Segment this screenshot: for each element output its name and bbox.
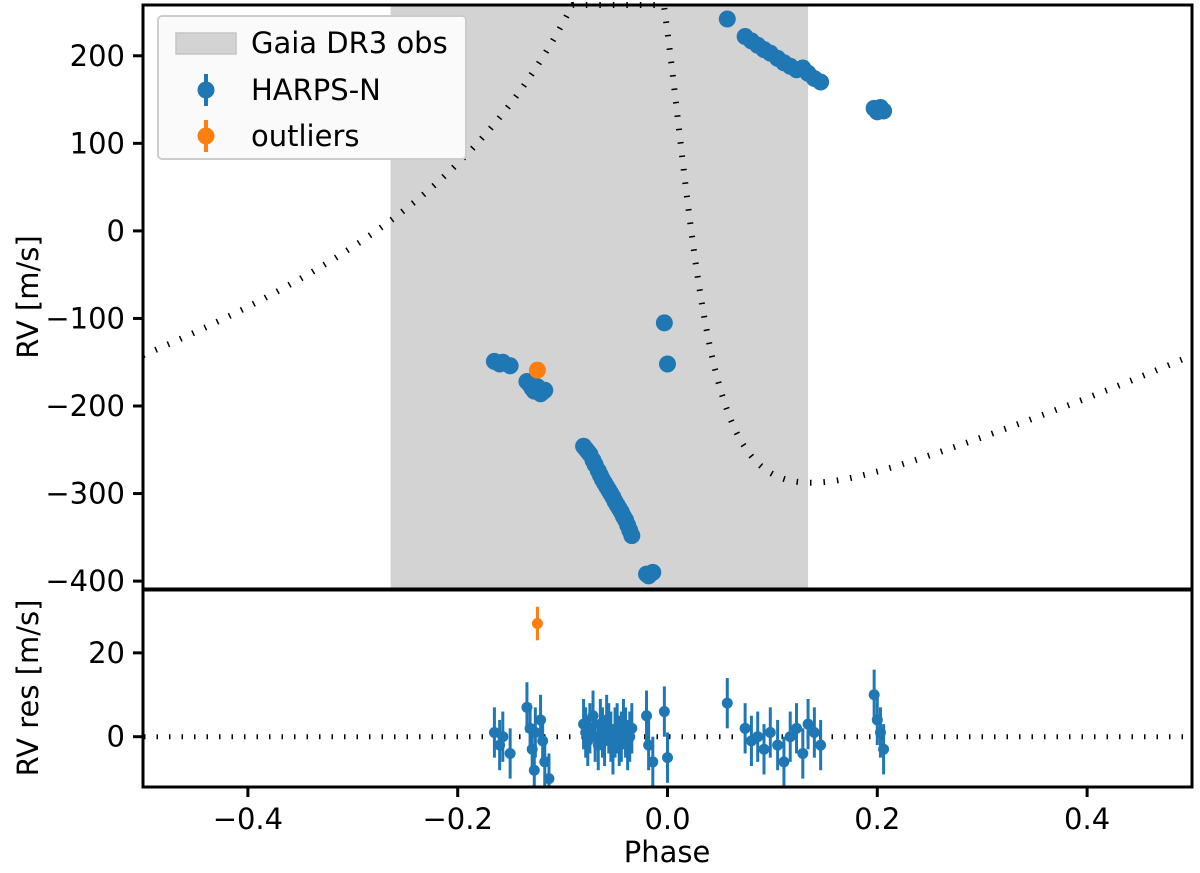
data-point — [875, 102, 892, 119]
legend-swatch-shaded-region — [176, 33, 236, 54]
legend-marker-harps-n — [198, 82, 215, 99]
data-point — [722, 698, 733, 709]
legend-label-gaia-dr3-obs: Gaia DR3 obs — [251, 26, 448, 60]
legend-label-harps-n: HARPS-N — [251, 73, 381, 107]
rv-panel-y-axis-label: RV [m/s] — [11, 235, 45, 358]
data-point — [647, 756, 658, 767]
y-tick-label: −200 — [45, 389, 125, 423]
residual-data-points — [489, 607, 889, 787]
data-point — [502, 357, 519, 374]
legend[interactable]: Gaia DR3 obs HARPS-N outliers — [158, 16, 466, 159]
y-tick-label: 20 — [88, 636, 125, 670]
data-point — [778, 756, 789, 767]
data-point — [529, 362, 546, 379]
data-point — [659, 355, 676, 372]
data-point — [719, 11, 736, 28]
series-harps-n — [489, 670, 889, 787]
x-tick-label: 0.2 — [854, 802, 900, 836]
plot-canvas: 200 100 0 −100 −200 −300 −400 20 0 −0.4 −0.2 0.0 0… — [0, 0, 1200, 873]
x-axis-ticks: −0.4 −0.2 0.0 0.2 0.4 — [213, 787, 1110, 836]
y-tick-label: 0 — [107, 720, 125, 754]
series-outliers — [529, 362, 546, 379]
data-point — [626, 723, 637, 734]
data-point — [791, 723, 802, 734]
data-point — [765, 727, 776, 738]
y-tick-label: 200 — [70, 39, 125, 73]
x-tick-label: −0.4 — [213, 802, 283, 836]
x-tick-label: 0.4 — [1064, 802, 1110, 836]
data-point — [588, 710, 599, 721]
legend-marker-outliers — [198, 128, 215, 145]
data-point — [623, 527, 640, 544]
data-point — [812, 74, 829, 91]
rv-panel-y-ticks: 200 100 0 −100 −200 −300 −400 — [45, 39, 143, 598]
data-point — [659, 706, 670, 717]
data-point — [809, 727, 820, 738]
y-tick-label: 0 — [107, 214, 125, 248]
x-tick-label: 0.0 — [644, 802, 690, 836]
data-point — [641, 710, 652, 721]
y-tick-label: −300 — [45, 477, 125, 511]
rv-phase-figure: 200 100 0 −100 −200 −300 −400 20 0 −0.4 −0.2 0.0 0… — [0, 0, 1200, 873]
data-point — [543, 773, 554, 784]
series-outliers — [532, 607, 543, 641]
x-tick-label: −0.2 — [422, 802, 492, 836]
data-point — [644, 564, 661, 581]
legend-label-outliers: outliers — [251, 119, 359, 153]
y-tick-label: 100 — [70, 126, 125, 160]
y-tick-label: −100 — [45, 301, 125, 335]
data-point — [497, 731, 508, 742]
data-point — [505, 748, 516, 759]
data-point — [662, 752, 673, 763]
data-point — [740, 723, 751, 734]
data-point — [878, 744, 889, 755]
data-point — [532, 618, 543, 629]
data-point — [535, 714, 546, 725]
residual-panel-y-axis-label: RV res [m/s] — [11, 600, 45, 777]
data-point — [797, 748, 808, 759]
data-point — [752, 731, 763, 742]
data-point — [537, 735, 548, 746]
data-point — [656, 314, 673, 331]
data-point — [772, 740, 783, 751]
y-tick-label: −400 — [45, 564, 125, 598]
data-point — [536, 382, 553, 399]
data-point — [529, 765, 540, 776]
data-point — [759, 744, 770, 755]
data-point — [815, 740, 826, 751]
residual-panel-y-ticks: 20 0 — [88, 636, 143, 754]
x-axis-label: Phase — [624, 835, 711, 869]
